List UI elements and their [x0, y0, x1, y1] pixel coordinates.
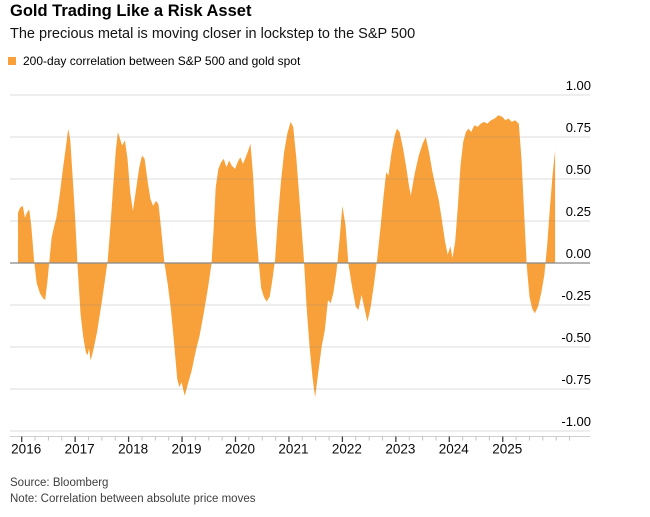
area-series	[18, 115, 556, 398]
chart-subtitle: The precious metal is moving closer in l…	[10, 26, 416, 42]
legend-label: 200-day correlation between S&P 500 and …	[23, 54, 301, 68]
y-axis-label: 0.00	[566, 246, 591, 261]
y-axis-label: -0.25	[561, 288, 591, 303]
x-axis-label: 2025	[492, 442, 522, 457]
y-axis-label: -1.00	[561, 414, 591, 429]
legend: 200-day correlation between S&P 500 and …	[8, 54, 300, 68]
x-axis-label: 2020	[225, 442, 255, 457]
chart-footnotes: Source: Bloomberg Note: Correlation betw…	[10, 475, 255, 507]
y-axis-label: 1.00	[566, 78, 591, 93]
source-note: Source: Bloomberg	[10, 477, 109, 489]
legend-swatch-icon	[8, 57, 16, 65]
x-axis-label: 2018	[118, 442, 148, 457]
y-axis-label: 0.75	[566, 120, 591, 135]
page-title: Gold Trading Like a Risk Asset	[10, 2, 252, 20]
y-axis-label: -0.50	[561, 330, 591, 345]
x-axis-label: 2023	[385, 442, 415, 457]
y-axis-label: 0.25	[566, 204, 591, 219]
y-axis-label: -0.75	[561, 372, 591, 387]
methodology-note: Note: Correlation between absolute price…	[10, 493, 256, 505]
x-axis-label: 2017	[65, 442, 95, 457]
x-axis-label: 2021	[278, 442, 308, 457]
x-axis-label: 2024	[439, 442, 470, 457]
y-axis-label: 0.50	[566, 162, 591, 177]
x-axis-label: 2022	[332, 442, 362, 457]
x-axis-label: 2019	[172, 442, 202, 457]
x-axis-label: 2016	[11, 442, 41, 457]
